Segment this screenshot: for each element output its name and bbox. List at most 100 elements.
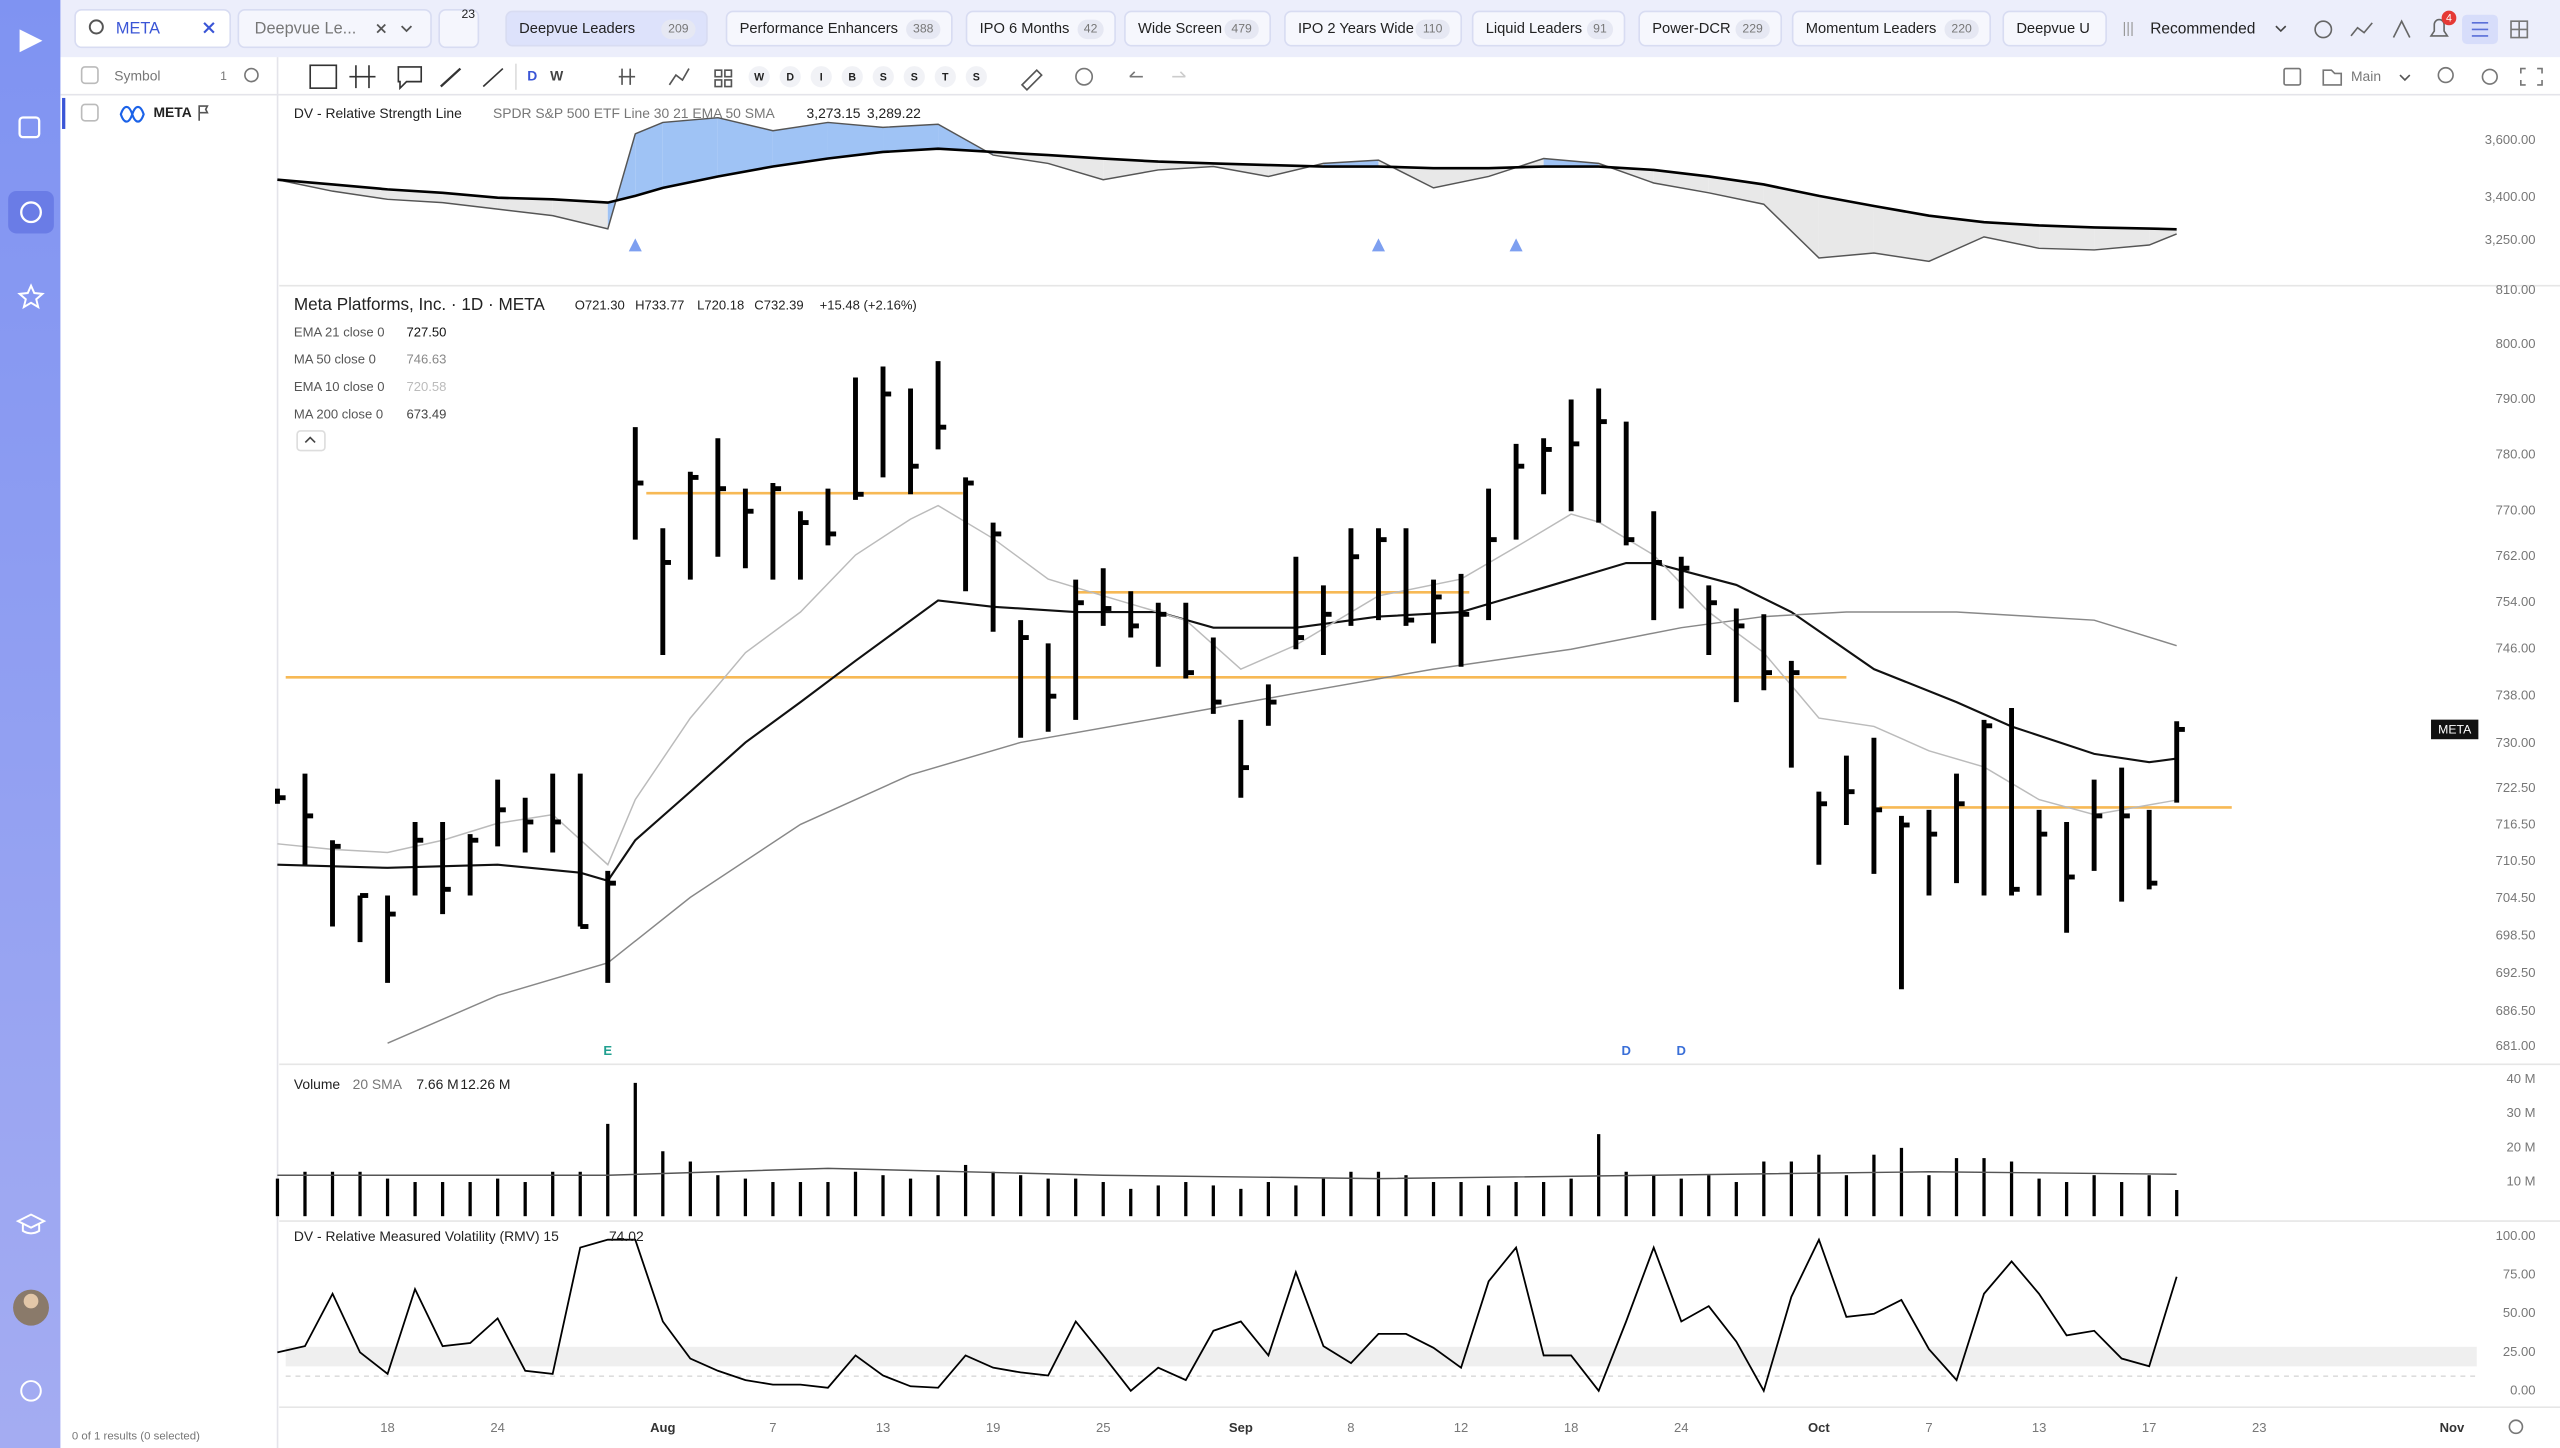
nav-icon[interactable] [18, 116, 41, 139]
rs-fill [883, 124, 939, 152]
settings-icon[interactable] [244, 67, 259, 83]
tab[interactable] [965, 10, 1116, 47]
flag-icon[interactable] [198, 105, 209, 121]
tool-brush[interactable] [440, 67, 462, 88]
search-box[interactable] [74, 8, 232, 49]
quick-label: T [942, 71, 949, 83]
timeframe[interactable]: D [527, 67, 537, 83]
tab[interactable] [505, 10, 708, 47]
quick-button[interactable] [872, 66, 894, 88]
x-tick-label: Nov [2440, 1420, 2465, 1435]
tab-label: Momentum Leaders [1806, 21, 1937, 37]
folder-icon[interactable] [2322, 69, 2343, 86]
tab[interactable] [1791, 10, 1992, 47]
tab[interactable] [1284, 10, 1463, 47]
quick-button[interactable] [965, 66, 987, 88]
y-tick-label: 30 M [2506, 1105, 2535, 1120]
tool-rect[interactable] [309, 64, 338, 89]
grid-icon[interactable] [2510, 20, 2529, 39]
quick-button[interactable] [748, 66, 770, 88]
quick-button[interactable] [841, 66, 863, 88]
quick-button[interactable] [903, 66, 925, 88]
sort-icon: ||| [2122, 21, 2133, 37]
help-icon[interactable] [20, 1380, 42, 1402]
rmv-band [285, 1346, 2477, 1367]
y-tick-label: 780.00 [2496, 446, 2536, 461]
chart-icon[interactable] [2350, 22, 2373, 37]
rs-fill [772, 122, 828, 167]
tool-fib[interactable] [349, 65, 376, 89]
bell-icon[interactable] [2429, 18, 2449, 37]
checkbox[interactable] [80, 66, 99, 85]
axis-settings[interactable] [2508, 1419, 2524, 1435]
collapse-button[interactable] [296, 430, 326, 452]
rs-line [277, 147, 2177, 231]
indicator-name: MA 50 close 0 [294, 352, 376, 367]
fullscreen[interactable] [2520, 67, 2543, 86]
filter-button[interactable] [438, 8, 480, 49]
y-tick-label: 710.50 [2496, 853, 2536, 868]
tool-line[interactable] [482, 67, 504, 88]
rs-fill [1818, 195, 1874, 258]
watchlist-symbol[interactable]: META [153, 104, 191, 120]
tool-erase[interactable] [1020, 69, 1043, 91]
watchlist-select[interactable] [237, 8, 432, 49]
layout-icon[interactable] [2283, 67, 2302, 86]
chart-settings[interactable] [2481, 68, 2498, 85]
row-checkbox[interactable] [80, 103, 99, 122]
indicator-name: EMA 21 close 0 [294, 324, 385, 339]
share-icon[interactable] [2314, 20, 2333, 39]
undo[interactable] [1129, 71, 1143, 78]
tool-refresh[interactable] [1075, 67, 1094, 86]
timeframe[interactable]: W [550, 67, 564, 83]
quick-label: S [911, 71, 918, 83]
zoom-icon[interactable] [2437, 66, 2454, 84]
y-tick-label: 75.00 [2503, 1267, 2536, 1282]
meta-logo [119, 105, 145, 123]
quick-button[interactable] [779, 66, 801, 88]
tool-bars[interactable] [618, 68, 636, 85]
quick-button[interactable] [810, 66, 832, 88]
y-tick-label: 704.50 [2496, 890, 2536, 905]
draw-icon[interactable] [2392, 19, 2411, 38]
tab[interactable] [725, 10, 953, 47]
indicator-name: EMA 10 close 0 [294, 379, 385, 394]
tool-note[interactable] [397, 66, 423, 91]
tool-indicator[interactable] [668, 68, 690, 86]
price-tag: META [2438, 722, 2472, 736]
quick-button[interactable] [934, 66, 956, 88]
ohlc-label: C732.39 [754, 298, 803, 313]
y-tick-label: 40 M [2506, 1071, 2535, 1086]
tab-count-pill [1415, 19, 1450, 40]
ohlc-label: H733.77 [635, 298, 684, 313]
nav-icon[interactable] [17, 283, 45, 310]
clear-icon[interactable] [203, 22, 215, 34]
nav-icon [20, 201, 42, 224]
indicator-value: 720.58 [407, 379, 447, 394]
tab-count: 229 [1742, 22, 1763, 36]
rs-fill [1984, 222, 2040, 249]
tool-grid[interactable] [714, 69, 733, 88]
watchlist-controls[interactable] [376, 23, 413, 34]
rmv-line [277, 1237, 2178, 1394]
y-tick-label: 762.00 [2496, 548, 2536, 563]
redo[interactable] [1172, 71, 1186, 78]
event-marker: D [1677, 1043, 1686, 1058]
tab-count-pill [1586, 19, 1614, 40]
sidebar [0, 0, 61, 1448]
rs-fill [635, 122, 663, 196]
tab-label: Deepvue Leaders [519, 21, 635, 37]
tab[interactable] [1471, 10, 1626, 47]
legend-value: 3,289.22 [867, 105, 921, 121]
tab-count: 91 [1593, 22, 1607, 36]
layout-name[interactable]: Main [2351, 68, 2381, 84]
rs-fill [1928, 215, 1985, 262]
nav-active[interactable] [8, 190, 54, 234]
tab[interactable] [2002, 10, 2107, 47]
y-tick-label: 50.00 [2503, 1305, 2536, 1320]
y-tick-label: 0.00 [2510, 1382, 2535, 1397]
volume-sma [277, 1167, 2177, 1180]
nav-icon[interactable] [15, 1213, 47, 1235]
sort[interactable]: Recommended [2150, 20, 2255, 37]
